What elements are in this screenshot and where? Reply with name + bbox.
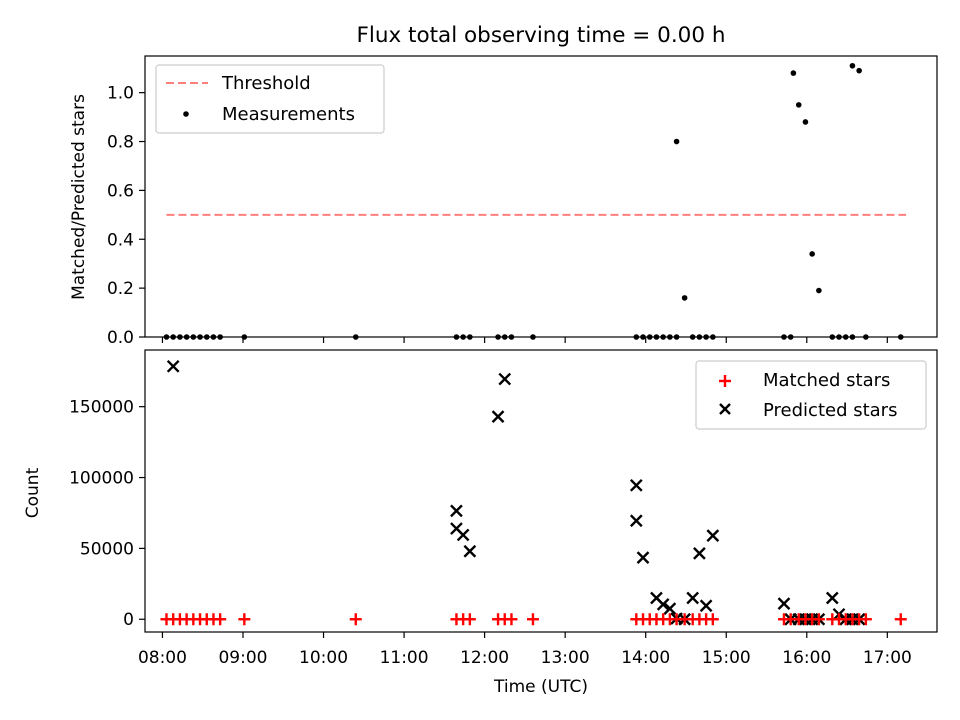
legend-frame <box>155 64 385 134</box>
measurement-point <box>790 70 797 76</box>
measurement-point <box>802 119 809 125</box>
ratio-panel-frame <box>144 55 938 338</box>
y-tick-label: 0.8 <box>107 133 134 153</box>
ratio-panel: 0.0 0.2 0.4 0.6 0.8 1.0 Matched/Predicted sta… <box>69 55 938 348</box>
count-panel: 0 50000 100000 150000 08:00 09:00 10:00 11:00 1… <box>23 349 938 697</box>
matched-star-point <box>505 613 518 626</box>
predicted-star-point <box>663 602 677 615</box>
y-tick-label: 150000 <box>69 398 134 418</box>
predicted-star-point <box>166 359 180 373</box>
x-tick-label: 10:00 <box>299 648 348 668</box>
matched-star-point <box>349 613 362 626</box>
predicted-star-point <box>636 551 650 564</box>
measurement-point <box>681 295 688 301</box>
legend-matched-swatch <box>719 375 731 387</box>
count-panel-frame <box>144 349 938 633</box>
matched-star-point <box>859 613 872 626</box>
count-panel-y-ticks: 0 50000 100000 150000 <box>69 398 145 630</box>
predicted-star-point <box>463 544 477 558</box>
legend-predicted-swatch <box>719 403 731 415</box>
matched-star-point <box>706 613 719 626</box>
y-tick-label: 0.4 <box>107 230 134 250</box>
predicted-star-point <box>693 547 706 560</box>
ratio-panel-x-ticks <box>161 337 888 343</box>
y-tick-label: 1.0 <box>107 84 134 104</box>
chart-title: Flux total observing time = 0.00 h <box>357 23 726 48</box>
x-tick-label: 09:00 <box>218 648 267 668</box>
legend-threshold-label: Threshold <box>221 73 311 94</box>
x-tick-label: 12:00 <box>460 648 509 668</box>
predicted-star-point <box>699 599 713 613</box>
predicted-star-point <box>825 591 839 605</box>
predicted-star-point <box>777 597 791 611</box>
matched-star-point <box>812 613 825 626</box>
measurement-point <box>849 62 856 69</box>
matched-star-point <box>214 613 227 626</box>
count-panel-marks <box>160 359 907 626</box>
y-tick-label: 0 <box>123 610 134 630</box>
x-tick-label: 17:00 <box>863 648 912 668</box>
predicted-star-point <box>629 514 643 528</box>
y-tick-label: 0.0 <box>107 328 134 348</box>
predicted-star-point <box>498 372 512 386</box>
legend-predicted-label: Predicted stars <box>763 400 897 421</box>
measurement-point <box>673 138 680 145</box>
predicted-star-point <box>686 591 700 605</box>
count-panel-y-label: Count <box>23 467 43 518</box>
y-tick-label: 0.2 <box>107 279 134 299</box>
predicted-star-point <box>656 598 670 611</box>
measurement-point <box>809 251 815 257</box>
measurement-point <box>816 287 822 294</box>
y-tick-label: 0.6 <box>107 181 134 201</box>
legend-frame <box>695 360 927 430</box>
predicted-star-point <box>491 410 505 423</box>
matched-star-point <box>238 613 251 626</box>
x-tick-label: 16:00 <box>782 648 831 668</box>
predicted-star-point <box>706 529 720 542</box>
matched-star-point <box>894 613 907 626</box>
matched-star-point <box>526 613 539 626</box>
legend-measurements-swatch <box>183 111 189 117</box>
predicted-star-point <box>450 504 463 518</box>
matched-star-point <box>463 613 476 626</box>
predicted-star-point <box>629 478 643 492</box>
ratio-panel-y-label: Matched/Predicted stars <box>69 94 89 300</box>
count-panel-legend: Matched stars Predicted stars <box>695 360 927 430</box>
legend-matched-label: Matched stars <box>763 370 890 391</box>
ratio-panel-legend: Threshold Measurements <box>155 64 385 134</box>
x-tick-label: 11:00 <box>380 648 429 668</box>
y-tick-label: 100000 <box>69 469 134 489</box>
count-panel-x-label: Time (UTC) <box>493 677 588 697</box>
x-tick-label: 13:00 <box>541 648 590 668</box>
predicted-star-point <box>456 528 470 542</box>
x-tick-label: 08:00 <box>138 648 187 668</box>
count-panel-x-ticks: 08:00 09:00 10:00 11:00 12:00 13:00 14:00 15:00… <box>138 632 912 668</box>
measurement-point <box>795 102 802 108</box>
ratio-panel-y-ticks: 0.0 0.2 0.4 0.6 0.8 1.0 <box>107 84 145 348</box>
x-tick-label: 14:00 <box>621 648 670 668</box>
measurement-point <box>856 67 862 74</box>
y-tick-label: 50000 <box>80 539 134 559</box>
legend-measurements-label: Measurements <box>222 104 355 125</box>
x-tick-label: 15:00 <box>702 648 751 668</box>
